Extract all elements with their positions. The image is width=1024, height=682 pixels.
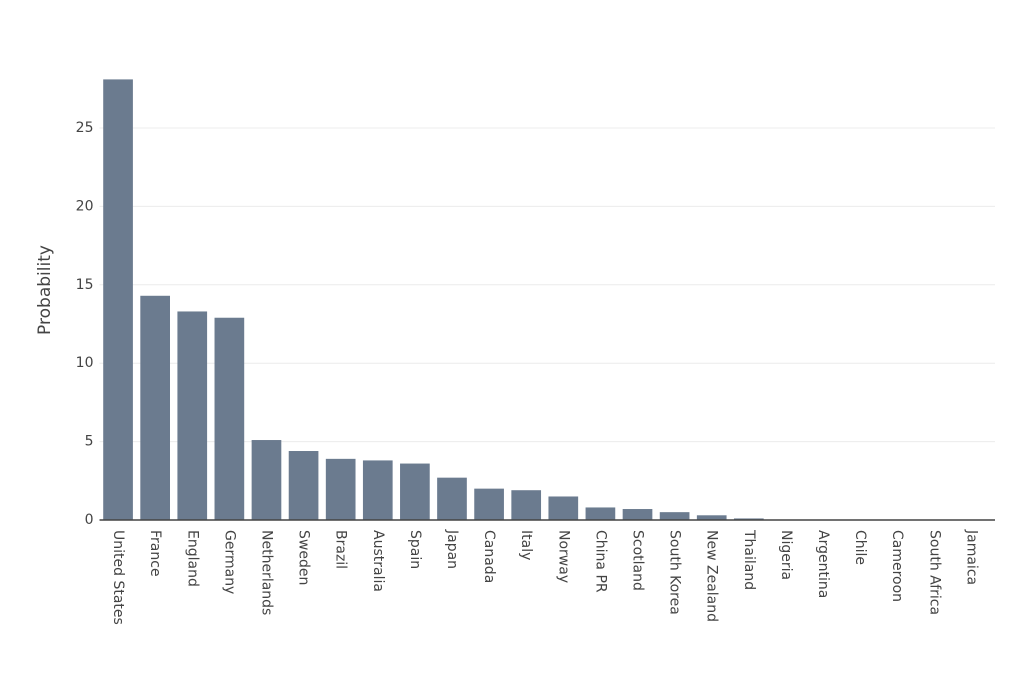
y-tick-label: 10: [76, 355, 94, 371]
x-tick-label: Nigeria: [778, 530, 794, 580]
bar: [288, 451, 319, 520]
bar: [177, 311, 208, 520]
bar: [696, 515, 727, 520]
x-tick-label: Canada: [481, 530, 497, 583]
x-tick-label: United States: [110, 530, 126, 625]
x-tick-label: Scotland: [630, 530, 646, 591]
x-tick-label: Jamaica: [963, 529, 979, 585]
x-tick-label: Cameroon: [889, 530, 905, 602]
x-tick-label: France: [147, 530, 163, 577]
x-tick-label: Brazil: [333, 530, 349, 569]
bar: [400, 463, 430, 520]
bar: [511, 490, 542, 520]
bar: [585, 507, 616, 520]
bar: [251, 440, 282, 520]
x-tick-label: Germany: [221, 530, 237, 594]
x-tick-label: Thailand: [741, 529, 757, 590]
x-tick-label: South Africa: [926, 530, 942, 615]
bar: [362, 460, 393, 520]
y-tick-label: 5: [85, 434, 94, 450]
bar: [733, 518, 764, 520]
bar: [474, 488, 504, 520]
bar: [437, 477, 467, 520]
y-tick-label: 25: [76, 120, 94, 136]
x-tick-label: Netherlands: [258, 530, 274, 615]
bar: [659, 512, 690, 520]
y-tick-label: 15: [76, 277, 94, 293]
x-tick-label: Norway: [555, 530, 571, 583]
x-tick-label: Argentina: [815, 530, 831, 598]
y-axis-title: Probability: [35, 245, 55, 335]
x-tick-label: England: [184, 530, 200, 587]
bar: [548, 496, 579, 520]
x-tick-label: Australia: [370, 530, 386, 592]
x-tick-label: Italy: [518, 530, 534, 560]
y-tick-label: 0: [85, 512, 94, 528]
x-tick-label: Spain: [407, 530, 423, 569]
bar: [140, 295, 170, 520]
y-tick-label: 20: [76, 198, 94, 214]
bar: [325, 458, 356, 520]
bar: [103, 79, 133, 521]
x-tick-label: China PR: [592, 530, 608, 593]
bar: [622, 509, 653, 520]
x-tick-label: Sweden: [296, 530, 312, 585]
bar: [214, 317, 245, 520]
x-tick-label: New Zealand: [704, 530, 720, 622]
x-tick-label: South Korea: [667, 530, 683, 615]
x-tick-label: Chile: [852, 530, 868, 565]
x-tick-label: Japan: [444, 529, 460, 569]
